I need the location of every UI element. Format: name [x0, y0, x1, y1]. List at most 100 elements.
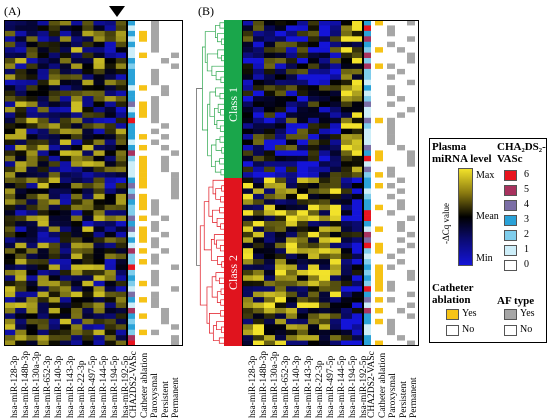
mirna-label: hsa-miR-148b-3p: [259, 350, 270, 418]
af-cell: [171, 47, 179, 53]
heatmap-cell: [82, 30, 94, 37]
heatmap-cell: [37, 275, 50, 282]
heatmap-cell: [48, 85, 61, 91]
heatmap-cell: [4, 340, 16, 346]
heatmap-cell: [319, 63, 331, 70]
catheter-cell: [375, 307, 383, 314]
cha-cell: [363, 280, 371, 287]
heatmap-cell: [15, 199, 27, 206]
heatmap-cell: [330, 63, 342, 70]
heatmap-cell: [242, 123, 254, 129]
heatmap-cell: [82, 177, 94, 184]
heatmap-cell: [330, 58, 342, 64]
af-cell: [387, 36, 395, 43]
heatmap-cell: [297, 329, 309, 336]
af-cell: [151, 85, 159, 91]
catheter-cell: [375, 139, 383, 146]
heatmap-cell: [253, 106, 265, 113]
heatmap-cell: [48, 280, 61, 287]
af-cell: [387, 318, 395, 325]
heatmap-cell: [4, 20, 16, 26]
heatmap-cell: [286, 307, 298, 314]
heatmap-cell: [37, 74, 50, 81]
heatmap-cell: [48, 215, 61, 222]
af-cell: [171, 58, 179, 64]
af-cell: [407, 204, 415, 211]
heatmap-cell: [319, 297, 331, 303]
af-cell: [397, 112, 405, 119]
af-cell: [171, 242, 179, 249]
cha-cell: [363, 286, 371, 292]
heatmap-cell: [264, 41, 276, 48]
heatmap-cell: [37, 79, 50, 86]
cha-cell: [363, 117, 371, 124]
catheter-cell: [139, 335, 147, 341]
af-cell: [387, 20, 395, 26]
heatmap-cell: [59, 335, 72, 341]
af-cell: [171, 52, 179, 59]
heatmap-cell: [253, 155, 265, 162]
cha-cell: [363, 199, 371, 206]
heatmap-cell: [82, 96, 94, 102]
heatmap-cell: [297, 210, 309, 216]
heatmap-cell: [93, 297, 105, 303]
heatmap-cell: [59, 248, 72, 254]
heatmap-cell: [104, 63, 117, 70]
heatmap-cell: [253, 302, 265, 309]
dendrogram-branch: [212, 179, 224, 195]
heatmap-cell: [308, 52, 320, 59]
af-cell: [151, 155, 159, 162]
heatmap-cell: [4, 101, 16, 108]
heatmap-cell: [104, 20, 117, 26]
heatmap-cell: [71, 79, 83, 86]
af-cell: [407, 166, 415, 173]
heatmap-cell: [341, 329, 353, 336]
af-cell: [161, 193, 169, 200]
heatmap-cell: [71, 134, 83, 140]
heatmap-cell: [71, 318, 83, 325]
cha-cell: [363, 96, 371, 102]
heatmap-cell: [286, 68, 298, 75]
af-cell: [151, 215, 159, 222]
heatmap-cell: [93, 237, 105, 244]
heatmap-cell: [253, 20, 265, 26]
heatmap-cell: [82, 139, 94, 146]
labels-a: hsa-miR-128-3p hsa-miR-148b-3p hsa-miR-130…: [4, 350, 189, 419]
cha-cell: [363, 269, 371, 276]
heatmap-cell: [341, 30, 353, 37]
cha-cell: [127, 36, 135, 43]
heatmap-cell: [48, 291, 61, 298]
af-cell: [171, 188, 179, 195]
heatmap-cell: [330, 248, 342, 254]
heatmap-cell: [242, 106, 254, 113]
heatmap-cell: [104, 335, 117, 341]
catheter-cell: [375, 63, 383, 70]
heatmap-cell: [4, 242, 16, 249]
catheter-legend-title: Catheter ablation: [432, 282, 474, 306]
heatmap-cell: [286, 74, 298, 81]
heatmap-cell: [341, 161, 353, 167]
catheter-cell: [375, 58, 383, 64]
heatmap-cell: [15, 144, 27, 151]
heatmap-cell: [82, 47, 94, 53]
af-cell: [151, 123, 159, 129]
cha-cell: [363, 307, 371, 314]
af-cell: [161, 318, 169, 325]
af-cell: [171, 275, 179, 282]
cha-cell: [363, 324, 371, 330]
catheter-cell: [139, 117, 147, 124]
mirna-label: hsa-miR-194-5p: [109, 355, 120, 418]
catheter-cell: [375, 117, 383, 124]
af-cell: [407, 79, 415, 86]
af-cell: [151, 329, 159, 336]
heatmap-cell: [82, 155, 94, 162]
af-cell: [407, 106, 415, 113]
heatmap-cell: [242, 307, 254, 314]
af-cell: [407, 58, 415, 64]
catheter-cell: [375, 335, 383, 341]
heatmap-cell: [104, 101, 117, 108]
heatmap-cell: [264, 30, 276, 37]
heatmap-cell: [242, 183, 254, 189]
af-cell: [407, 231, 415, 238]
heatmap-cell: [242, 52, 254, 59]
